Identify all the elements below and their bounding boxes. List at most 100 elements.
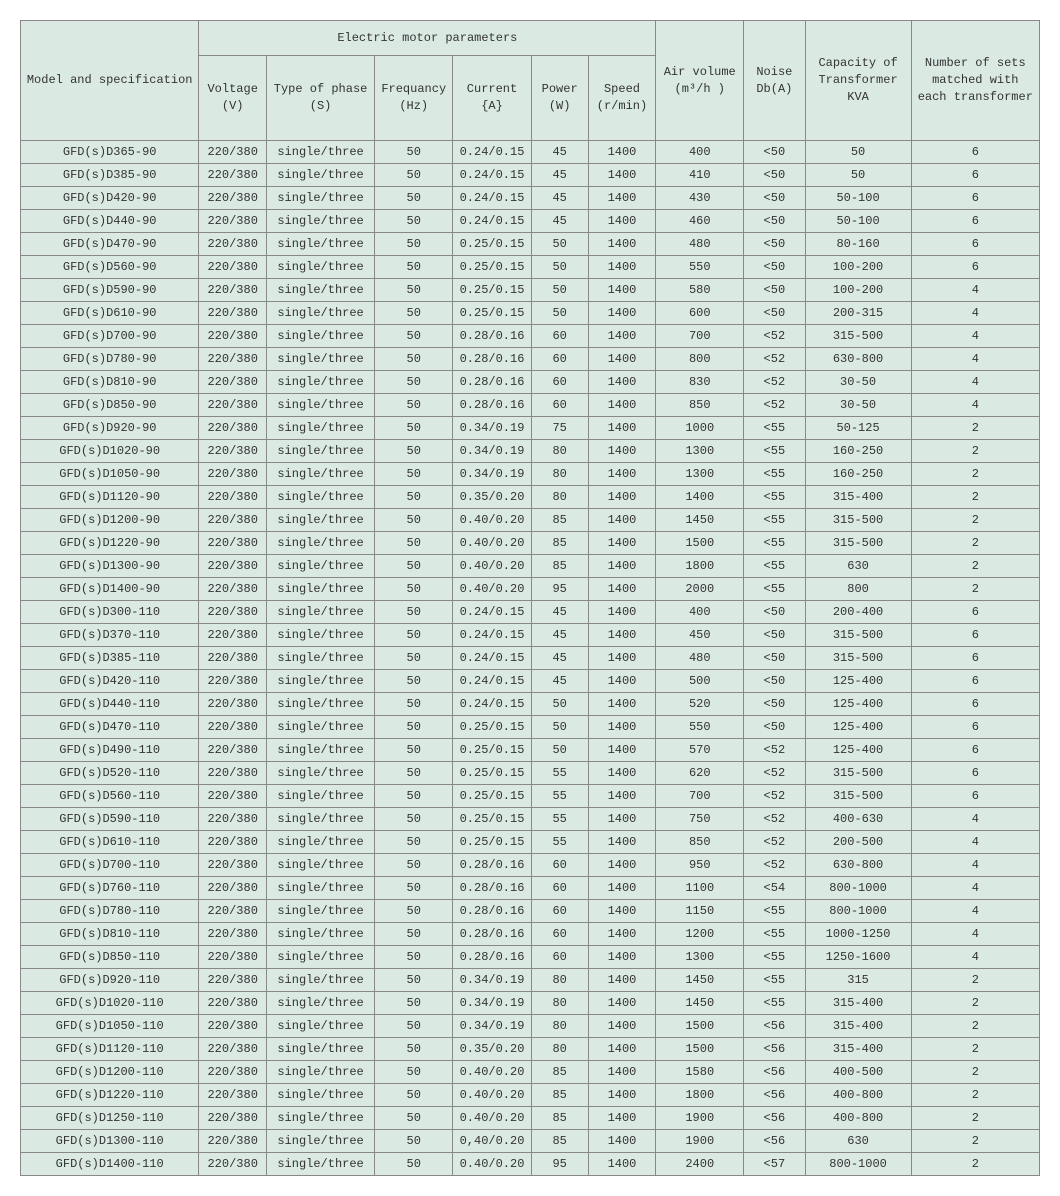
cell-current: 0.28/0.16 [453, 394, 531, 417]
cell-voltage: 220/380 [199, 693, 267, 716]
cell-capacity: 200-500 [805, 831, 911, 854]
cell-voltage: 220/380 [199, 279, 267, 302]
cell-speed: 1400 [588, 210, 656, 233]
cell-model: GFD(s)D610-90 [21, 302, 199, 325]
cell-phase: single/three [267, 670, 375, 693]
cell-model: GFD(s)D470-90 [21, 233, 199, 256]
cell-sets: 6 [911, 187, 1039, 210]
cell-freq: 50 [375, 670, 453, 693]
cell-model: GFD(s)D300-110 [21, 601, 199, 624]
cell-speed: 1400 [588, 256, 656, 279]
cell-freq: 50 [375, 164, 453, 187]
cell-current: 0.34/0.19 [453, 992, 531, 1015]
table-row: GFD(s)D1300-110220/380single/three500,40… [21, 1130, 1040, 1153]
cell-air: 410 [656, 164, 744, 187]
cell-phase: single/three [267, 348, 375, 371]
cell-current: 0.24/0.15 [453, 647, 531, 670]
cell-phase: single/three [267, 900, 375, 923]
table-body: GFD(s)D365-90220/380single/three500.24/0… [21, 141, 1040, 1176]
cell-phase: single/three [267, 946, 375, 969]
cell-voltage: 220/380 [199, 762, 267, 785]
cell-voltage: 220/380 [199, 923, 267, 946]
cell-phase: single/three [267, 716, 375, 739]
cell-phase: single/three [267, 210, 375, 233]
cell-capacity: 630-800 [805, 854, 911, 877]
cell-air: 950 [656, 854, 744, 877]
cell-sets: 2 [911, 969, 1039, 992]
cell-freq: 50 [375, 555, 453, 578]
cell-speed: 1400 [588, 440, 656, 463]
table-row: GFD(s)D1050-110220/380single/three500.34… [21, 1015, 1040, 1038]
col-group-motor: Electric motor parameters [199, 21, 656, 56]
cell-noise: <55 [744, 532, 805, 555]
cell-voltage: 220/380 [199, 1107, 267, 1130]
cell-noise: <55 [744, 417, 805, 440]
cell-model: GFD(s)D1120-90 [21, 486, 199, 509]
cell-current: 0.25/0.15 [453, 716, 531, 739]
col-freq: Frequancy(Hz) [375, 56, 453, 141]
table-row: GFD(s)D1200-90220/380single/three500.40/… [21, 509, 1040, 532]
cell-speed: 1400 [588, 946, 656, 969]
cell-noise: <50 [744, 693, 805, 716]
cell-sets: 6 [911, 601, 1039, 624]
cell-capacity: 315-400 [805, 486, 911, 509]
cell-noise: <55 [744, 509, 805, 532]
table-row: GFD(s)D1020-90220/380single/three500.34/… [21, 440, 1040, 463]
cell-noise: <56 [744, 1061, 805, 1084]
cell-speed: 1400 [588, 486, 656, 509]
cell-noise: <50 [744, 141, 805, 164]
cell-power: 50 [531, 233, 588, 256]
cell-capacity: 1250-1600 [805, 946, 911, 969]
cell-voltage: 220/380 [199, 1061, 267, 1084]
cell-capacity: 630-800 [805, 348, 911, 371]
cell-power: 45 [531, 601, 588, 624]
cell-air: 800 [656, 348, 744, 371]
cell-model: GFD(s)D1220-90 [21, 532, 199, 555]
cell-power: 55 [531, 762, 588, 785]
cell-model: GFD(s)D370-110 [21, 624, 199, 647]
cell-phase: single/three [267, 555, 375, 578]
cell-current: 0.35/0.20 [453, 1038, 531, 1061]
cell-freq: 50 [375, 1061, 453, 1084]
cell-noise: <55 [744, 923, 805, 946]
cell-freq: 50 [375, 601, 453, 624]
cell-speed: 1400 [588, 716, 656, 739]
cell-freq: 50 [375, 210, 453, 233]
cell-power: 45 [531, 647, 588, 670]
cell-current: 0.25/0.15 [453, 808, 531, 831]
cell-capacity: 315-500 [805, 785, 911, 808]
cell-current: 0.28/0.16 [453, 854, 531, 877]
cell-speed: 1400 [588, 279, 656, 302]
cell-speed: 1400 [588, 417, 656, 440]
cell-voltage: 220/380 [199, 716, 267, 739]
cell-model: GFD(s)D1200-110 [21, 1061, 199, 1084]
cell-phase: single/three [267, 141, 375, 164]
table-row: GFD(s)D610-110220/380single/three500.25/… [21, 831, 1040, 854]
cell-air: 1900 [656, 1107, 744, 1130]
cell-noise: <52 [744, 831, 805, 854]
cell-model: GFD(s)D780-110 [21, 900, 199, 923]
cell-current: 0.24/0.15 [453, 164, 531, 187]
cell-capacity: 315-500 [805, 509, 911, 532]
cell-sets: 2 [911, 509, 1039, 532]
cell-speed: 1400 [588, 831, 656, 854]
cell-phase: single/three [267, 831, 375, 854]
cell-noise: <50 [744, 164, 805, 187]
cell-capacity: 1000-1250 [805, 923, 911, 946]
cell-air: 1450 [656, 992, 744, 1015]
cell-noise: <50 [744, 647, 805, 670]
cell-capacity: 800 [805, 578, 911, 601]
cell-sets: 2 [911, 992, 1039, 1015]
cell-freq: 50 [375, 1107, 453, 1130]
cell-sets: 2 [911, 486, 1039, 509]
cell-sets: 6 [911, 624, 1039, 647]
cell-voltage: 220/380 [199, 141, 267, 164]
cell-current: 0.25/0.15 [453, 762, 531, 785]
cell-voltage: 220/380 [199, 486, 267, 509]
cell-phase: single/three [267, 187, 375, 210]
cell-speed: 1400 [588, 578, 656, 601]
cell-power: 80 [531, 1038, 588, 1061]
cell-noise: <55 [744, 900, 805, 923]
cell-sets: 4 [911, 831, 1039, 854]
cell-model: GFD(s)D1220-110 [21, 1084, 199, 1107]
